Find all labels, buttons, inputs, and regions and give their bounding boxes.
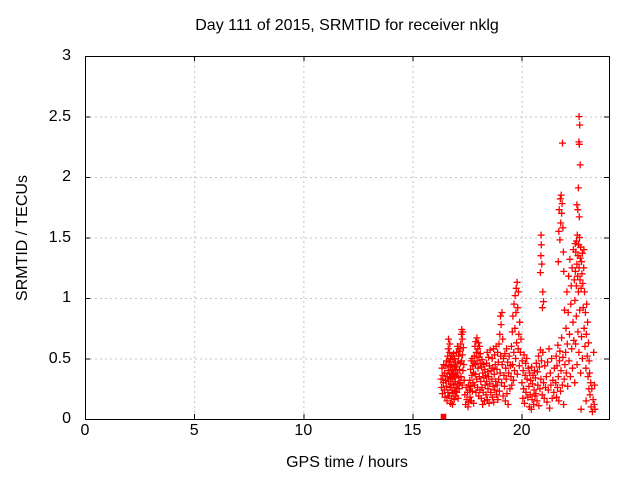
tick-marks bbox=[85, 56, 609, 420]
gridlines bbox=[85, 56, 609, 419]
x-tick-label: 5 bbox=[189, 422, 199, 439]
y-tick-label: 3 bbox=[62, 47, 71, 64]
x-tick-label: 10 bbox=[294, 422, 313, 439]
x-tick-label: 20 bbox=[512, 422, 531, 439]
y-tick-label: 0.5 bbox=[48, 349, 71, 367]
x-axis-label: GPS time / hours bbox=[286, 454, 408, 471]
data-points-srmtid bbox=[437, 113, 599, 416]
marker-start-flag bbox=[440, 413, 447, 420]
y-tick-label: 2.5 bbox=[48, 107, 71, 125]
y-tick-label: 0 bbox=[62, 410, 71, 427]
x-tick-label: 15 bbox=[403, 422, 422, 439]
x-tick-label: 0 bbox=[80, 422, 90, 439]
y-tick-label: 1.5 bbox=[48, 228, 71, 246]
chart-title: Day 111 of 2015, SRMTID for receiver nkl… bbox=[195, 17, 499, 34]
y-tick-label: 1 bbox=[62, 289, 71, 306]
y-tick-label: 2 bbox=[62, 168, 71, 185]
